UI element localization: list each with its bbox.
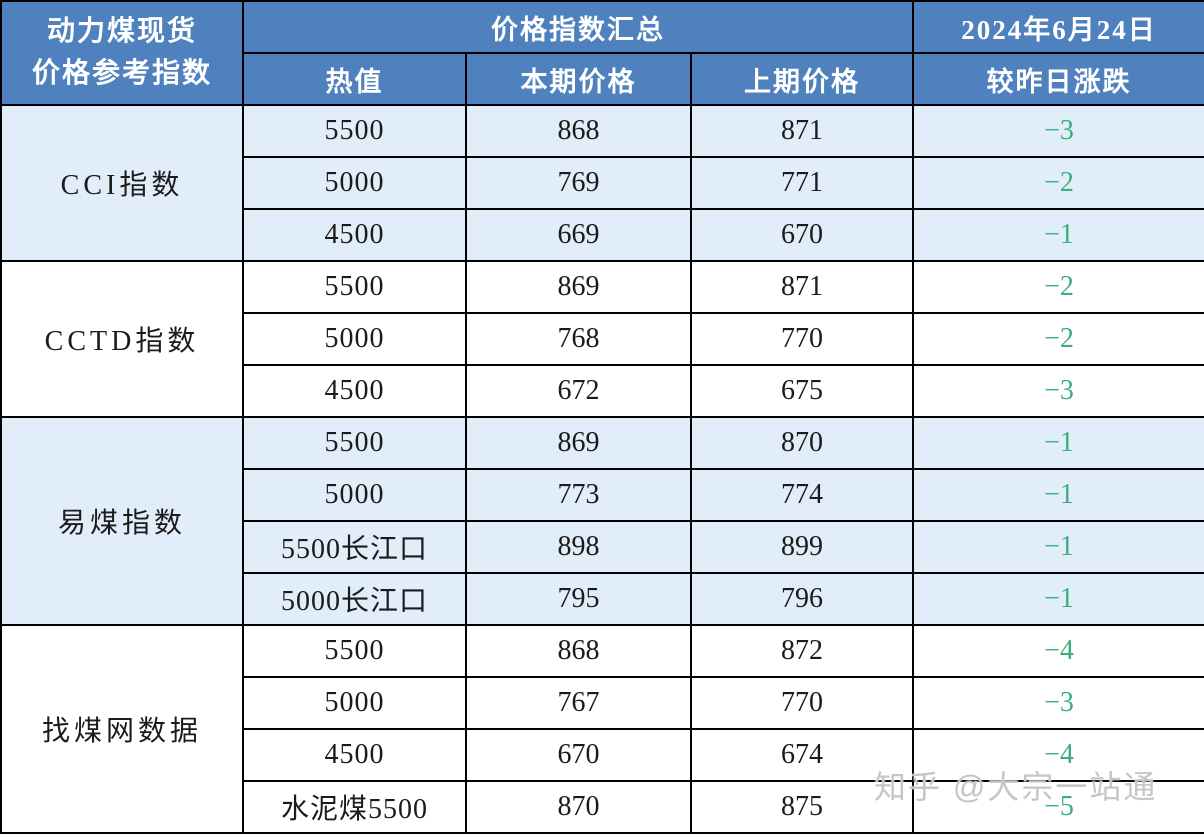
change-cell: −5 (912, 780, 1204, 834)
heat-value-cell: 5500 (242, 104, 467, 158)
previous-price-cell: 774 (689, 468, 915, 522)
previous-price-cell: 875 (689, 780, 915, 834)
previous-price-cell: 670 (689, 208, 915, 262)
heat-value-cell: 5500长江口 (242, 520, 467, 574)
table-row: 5000 769 771 −2 (1, 156, 1204, 210)
header-row-1: 动力煤现货 价格参考指数 价格指数汇总 2024年6月24日 (0, 0, 1204, 106)
previous-price-cell: 871 (689, 104, 915, 158)
change-cell: −1 (912, 468, 1204, 522)
group-label: CCI指数 (0, 104, 244, 262)
column-header-change: 较昨日涨跌 (912, 52, 1204, 106)
column-header-current-price: 本期价格 (465, 52, 692, 106)
previous-price-cell: 674 (689, 728, 915, 782)
group-label: 找煤网数据 (0, 624, 244, 834)
heat-value-cell: 5500 (242, 416, 467, 470)
heat-value-cell: 5500 (242, 260, 467, 314)
current-price-cell: 795 (465, 572, 692, 626)
date-label: 2024年6月24日 (912, 0, 1204, 54)
heat-value-cell: 5500 (242, 624, 467, 678)
table-row: CCTD指数 5500 869 871 −2 (0, 260, 1204, 418)
table-row: 5500长江口 898 899 −1 (1, 520, 1204, 574)
previous-price-cell: 770 (689, 676, 915, 730)
current-price-cell: 870 (465, 780, 692, 834)
change-cell: −1 (912, 416, 1204, 470)
heat-value-cell: 4500 (242, 364, 467, 418)
column-header-previous-price: 上期价格 (689, 52, 915, 106)
table-row: 找煤网数据 5500 868 872 −4 (0, 624, 1204, 834)
heat-value-cell: 5000 (242, 676, 467, 730)
current-price-cell: 869 (465, 260, 692, 314)
heat-value-cell: 5000长江口 (242, 572, 467, 626)
current-price-cell: 768 (465, 312, 692, 366)
current-price-cell: 769 (465, 156, 692, 210)
heat-value-cell: 水泥煤5500 (242, 780, 467, 834)
change-cell: −3 (912, 104, 1204, 158)
change-cell: −1 (912, 208, 1204, 262)
table-row: 水泥煤5500 870 875 −5 (1, 780, 1204, 834)
table-row: 易煤指数 5500 869 870 −1 (0, 416, 1204, 626)
change-cell: −4 (912, 728, 1204, 782)
heat-value-cell: 5000 (242, 312, 467, 366)
header-row-2: 热值 本期价格 上期价格 较昨日涨跌 (1, 52, 1204, 106)
previous-price-cell: 899 (689, 520, 915, 574)
summary-title: 价格指数汇总 (241, 0, 915, 54)
table-row: 5000长江口 795 796 −1 (1, 572, 1204, 626)
heat-value-cell: 5000 (242, 156, 467, 210)
current-price-cell: 669 (465, 208, 692, 262)
current-price-cell: 868 (465, 104, 692, 158)
current-price-cell: 898 (465, 520, 692, 574)
previous-price-cell: 870 (689, 416, 915, 470)
group-cci: CCI指数 5500 868 871 −3 5000 769 771 −2 45… (0, 104, 1204, 262)
change-cell: −1 (912, 520, 1204, 574)
table-row: CCI指数 5500 868 871 −3 (0, 104, 1204, 262)
heat-value-cell: 5000 (242, 468, 467, 522)
change-cell: −1 (912, 572, 1204, 626)
change-cell: −3 (912, 364, 1204, 418)
change-cell: −4 (912, 624, 1204, 678)
column-header-heat: 热值 (242, 52, 467, 106)
table-row: 4500 672 675 −3 (1, 364, 1204, 418)
table-title-line1: 动力煤现货 (46, 16, 197, 47)
group-cctd: CCTD指数 5500 869 871 −2 5000 768 770 −2 4… (0, 260, 1204, 418)
table-row: 5000 767 770 −3 (1, 676, 1204, 730)
current-price-cell: 672 (465, 364, 692, 418)
table-title-line2: 价格参考指数 (31, 58, 212, 89)
current-price-cell: 767 (465, 676, 692, 730)
table-row: 4500 669 670 −1 (1, 208, 1204, 262)
change-cell: −2 (912, 260, 1204, 314)
table-title: 动力煤现货 价格参考指数 (0, 0, 244, 106)
change-cell: −3 (912, 676, 1204, 730)
current-price-cell: 670 (465, 728, 692, 782)
previous-price-cell: 796 (689, 572, 915, 626)
group-yimei: 易煤指数 5500 869 870 −1 5000 773 774 −1 550… (0, 416, 1204, 626)
previous-price-cell: 872 (689, 624, 915, 678)
previous-price-cell: 770 (689, 312, 915, 366)
heat-value-cell: 4500 (242, 208, 467, 262)
change-cell: −2 (912, 156, 1204, 210)
table-row: 4500 670 674 −4 (1, 728, 1204, 782)
group-zhaomeiwang: 找煤网数据 5500 868 872 −4 5000 767 770 −3 45… (0, 624, 1204, 834)
previous-price-cell: 771 (689, 156, 915, 210)
current-price-cell: 869 (465, 416, 692, 470)
table-row: 5000 773 774 −1 (1, 468, 1204, 522)
heat-value-cell: 4500 (242, 728, 467, 782)
previous-price-cell: 871 (689, 260, 915, 314)
group-label: 易煤指数 (0, 416, 244, 626)
current-price-cell: 868 (465, 624, 692, 678)
table-row: 5000 768 770 −2 (1, 312, 1204, 366)
current-price-cell: 773 (465, 468, 692, 522)
previous-price-cell: 675 (689, 364, 915, 418)
group-label: CCTD指数 (0, 260, 244, 418)
change-cell: −2 (912, 312, 1204, 366)
